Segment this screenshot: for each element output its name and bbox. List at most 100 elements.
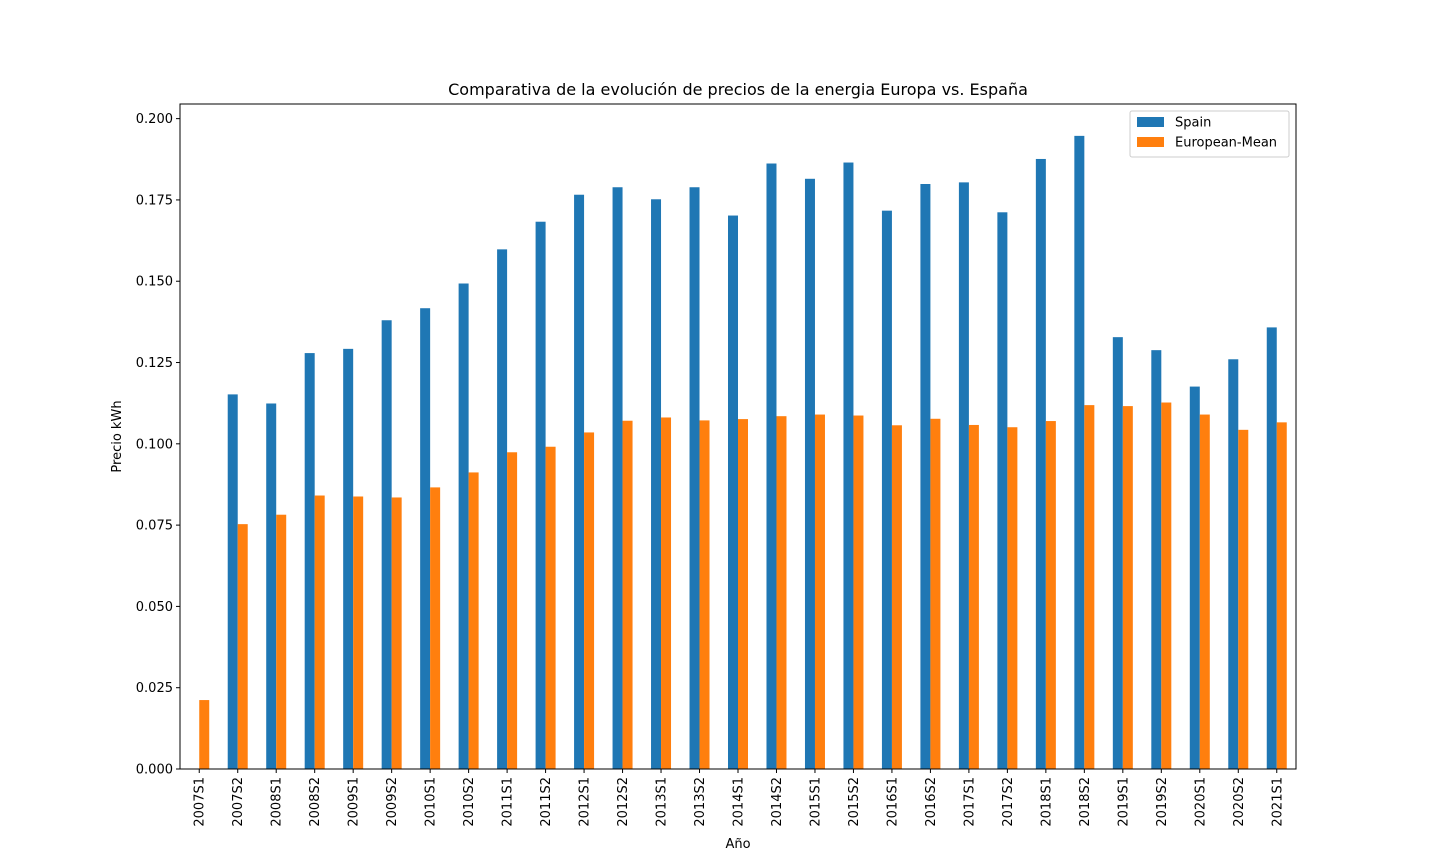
bar-european-mean-2019s2 bbox=[1161, 402, 1172, 769]
bar-european-mean-2014s2 bbox=[776, 416, 787, 769]
bar-spain-2021s1 bbox=[1266, 327, 1277, 769]
y-tick-label: 0.050 bbox=[136, 600, 173, 615]
bar-european-mean-2008s2 bbox=[314, 495, 325, 769]
x-tick-label: 2007S2 bbox=[231, 777, 246, 827]
y-tick-label: 0.075 bbox=[136, 519, 173, 534]
bar-spain-2019s1 bbox=[1112, 337, 1123, 769]
y-tick-label: 0.150 bbox=[136, 275, 173, 290]
bar-spain-2008s2 bbox=[304, 353, 315, 769]
bar-european-mean-2021s1 bbox=[1276, 422, 1287, 769]
x-tick-label: 2014S1 bbox=[732, 777, 747, 827]
bar-spain-2012s2 bbox=[612, 187, 623, 769]
bar-european-mean-2019s1 bbox=[1122, 406, 1133, 769]
bar-spain-2010s2 bbox=[458, 283, 469, 769]
x-tick-label: 2009S1 bbox=[347, 777, 362, 827]
y-axis-title: Precio kWh bbox=[110, 400, 125, 472]
legend-label-spain: Spain bbox=[1175, 116, 1211, 131]
bar-european-mean-2015s1 bbox=[814, 414, 825, 769]
x-tick-label: 2011S2 bbox=[539, 777, 554, 827]
legend-box bbox=[1129, 110, 1290, 158]
bar-european-mean-2009s2 bbox=[391, 497, 402, 769]
bar-european-mean-2013s1 bbox=[661, 417, 672, 769]
x-tick-label: 2018S2 bbox=[1078, 777, 1093, 827]
chart-title: Comparativa de la evolución de precios d… bbox=[448, 80, 1028, 99]
x-tick-label: 2018S1 bbox=[1039, 777, 1054, 827]
bar-spain-2020s1 bbox=[1189, 386, 1200, 769]
bar-european-mean-2016s1 bbox=[891, 425, 902, 769]
plot-frame bbox=[179, 103, 1297, 770]
bar-spain-2011s1 bbox=[497, 249, 508, 770]
y-tick-label: 0.200 bbox=[136, 112, 173, 127]
bar-european-mean-2007s1 bbox=[199, 700, 210, 769]
bar-spain-2009s1 bbox=[343, 348, 354, 769]
bar-european-mean-2012s2 bbox=[622, 420, 633, 769]
bar-european-mean-2008s1 bbox=[276, 514, 287, 769]
bar-spain-2012s1 bbox=[574, 194, 585, 770]
y-tick-label: 0.000 bbox=[136, 763, 173, 778]
x-tick-label: 2015S1 bbox=[808, 777, 823, 827]
y-tick-label: 0.125 bbox=[136, 356, 173, 371]
x-axis-ticks: 2007S1 2007S2 2008S1 2008S2 2009S1 2009S2 2010… bbox=[193, 769, 1285, 827]
x-tick-label: 2016S2 bbox=[924, 777, 939, 827]
bar-spain-2010s1 bbox=[420, 308, 431, 769]
bar-spain-2007s2 bbox=[227, 394, 238, 769]
bar-european-mean-2017s1 bbox=[968, 424, 979, 769]
bar-spain-2019s2 bbox=[1151, 350, 1162, 769]
y-tick-label: 0.175 bbox=[136, 193, 173, 208]
bar-european-mean-2020s1 bbox=[1199, 414, 1210, 769]
x-tick-label: 2019S1 bbox=[1116, 777, 1131, 827]
x-tick-label: 2020S2 bbox=[1232, 777, 1247, 827]
bar-spain-2013s1 bbox=[651, 199, 662, 769]
x-tick-label: 2017S1 bbox=[962, 777, 977, 827]
x-tick-label: 2012S1 bbox=[578, 777, 593, 827]
bar-european-mean-2016s2 bbox=[930, 418, 941, 769]
bar-european-mean-2017s2 bbox=[1007, 427, 1018, 769]
x-tick-label: 2016S1 bbox=[885, 777, 900, 827]
bars-layer bbox=[199, 135, 1287, 770]
x-tick-label: 2009S2 bbox=[385, 777, 400, 827]
x-tick-label: 2008S1 bbox=[270, 777, 285, 827]
x-tick-label: 2012S2 bbox=[616, 777, 631, 827]
bar-european-mean-2010s2 bbox=[468, 472, 479, 769]
bar-spain-2014s2 bbox=[766, 163, 777, 769]
bar-european-mean-2011s2 bbox=[545, 446, 556, 769]
x-tick-label: 2013S2 bbox=[693, 777, 708, 827]
legend-swatch-european-mean bbox=[1137, 137, 1164, 147]
legend-swatch-spain bbox=[1137, 117, 1164, 127]
y-tick-label: 0.025 bbox=[136, 681, 173, 696]
y-axis-ticks: 0.000 0.025 0.050 0.075 0.100 0.125 0.150 0.175… bbox=[136, 112, 180, 778]
bar-european-mean-2012s1 bbox=[584, 432, 595, 769]
x-tick-label: 2017S2 bbox=[1001, 777, 1016, 827]
bar-spain-2017s1 bbox=[958, 182, 969, 769]
bar-spain-2008s1 bbox=[266, 403, 277, 769]
bar-european-mean-2011s1 bbox=[507, 452, 518, 769]
x-tick-label: 2013S1 bbox=[655, 777, 670, 827]
x-tick-label: 2011S1 bbox=[501, 777, 516, 827]
bar-european-mean-2014s1 bbox=[738, 419, 748, 769]
x-tick-label: 2014S2 bbox=[770, 777, 785, 827]
x-tick-label: 2010S1 bbox=[424, 777, 439, 827]
bar-european-mean-2007s2 bbox=[237, 524, 248, 769]
bar-spain-2009s2 bbox=[381, 320, 392, 769]
bar-spain-2014s1 bbox=[728, 215, 738, 770]
legend: Spain European-Mean bbox=[1129, 110, 1290, 158]
x-tick-label: 2007S1 bbox=[193, 777, 208, 827]
bar-spain-2020s2 bbox=[1228, 359, 1239, 769]
bar-european-mean-2020s2 bbox=[1238, 429, 1249, 769]
x-tick-label: 2019S2 bbox=[1155, 777, 1170, 827]
x-tick-label: 2020S1 bbox=[1193, 777, 1208, 827]
bar-spain-2017s2 bbox=[997, 212, 1008, 770]
x-tick-label: 2010S2 bbox=[462, 777, 477, 827]
legend-label-european-mean: European-Mean bbox=[1175, 136, 1277, 151]
bar-european-mean-2018s1 bbox=[1045, 421, 1056, 769]
bar-spain-2011s2 bbox=[535, 221, 546, 770]
bar-spain-2016s1 bbox=[881, 210, 892, 769]
bar-spain-2015s1 bbox=[804, 178, 815, 770]
y-tick-label: 0.100 bbox=[136, 437, 173, 452]
bar-european-mean-2013s2 bbox=[699, 420, 710, 769]
x-tick-label: 2008S2 bbox=[308, 777, 323, 827]
bar-spain-2016s2 bbox=[920, 184, 931, 769]
bar-spain-2018s2 bbox=[1074, 135, 1085, 769]
